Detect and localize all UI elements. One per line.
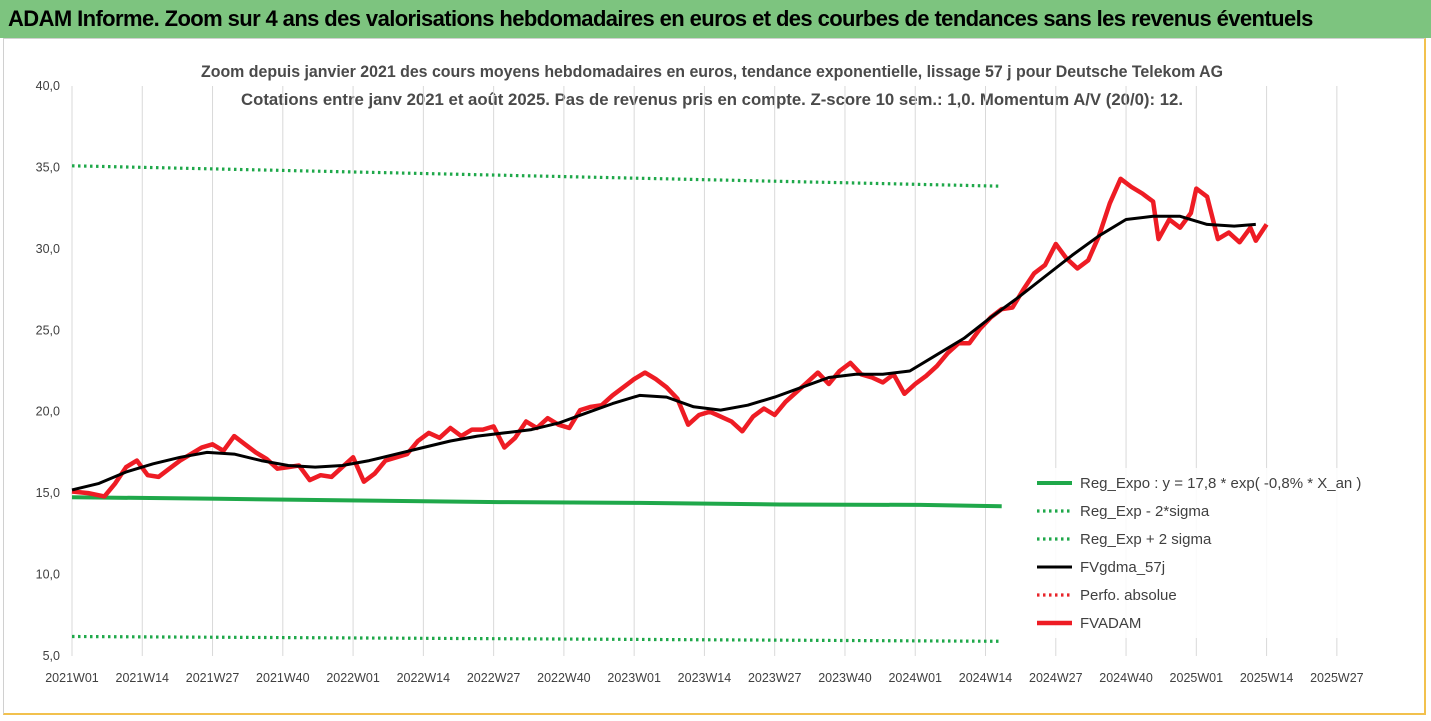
x-tick-label: 2025W14 (1240, 671, 1294, 685)
x-tick-label: 2024W40 (1099, 671, 1153, 685)
y-tick-label: 5,0 (43, 649, 60, 663)
chart-title: Zoom depuis janvier 2021 des cours moyen… (201, 62, 1223, 81)
series-line (71, 634, 1002, 643)
x-tick-label: 2024W27 (1029, 671, 1083, 685)
y-tick-label: 10,0 (36, 568, 60, 582)
y-axis-ticks: 5,0 10,0 15,0 20,0 25,0 30,0 35,0 40,0 (36, 79, 60, 663)
report-title: ADAM Informe. Zoom sur 4 ans des valoris… (8, 6, 1313, 31)
x-tick-label: 2023W14 (678, 671, 732, 685)
x-tick-label: 2024W14 (959, 671, 1013, 685)
y-tick-label: 30,0 (36, 242, 60, 256)
x-tick-label: 2021W01 (45, 671, 99, 685)
chart-legend: Reg_Expo : y = 17,8 * exp( -0,8% * X_an … (1030, 468, 1375, 638)
chart-subtitle: Cotations entre janv 2021 et août 2025. … (241, 90, 1183, 109)
x-tick-label: 2023W40 (818, 671, 872, 685)
series-line (71, 214, 1256, 492)
x-tick-label: 2022W01 (326, 671, 380, 685)
vertical-gridlines (141, 86, 1338, 656)
chart-frame (3, 38, 1426, 715)
y-tick-label: 40,0 (36, 79, 60, 93)
x-tick-label: 2024W01 (888, 671, 942, 685)
legend-label: FVgdma_57j (1080, 559, 1165, 576)
x-tick-label: 2022W27 (467, 671, 521, 685)
x-tick-label: 2023W01 (607, 671, 661, 685)
legend-label: Reg_Exp - 2*sigma (1080, 503, 1210, 520)
report-header-bar: ADAM Informe. Zoom sur 4 ans des valoris… (0, 0, 1431, 38)
y-tick-label: 25,0 (36, 323, 60, 337)
x-tick-label: 2023W27 (748, 671, 802, 685)
series-line (71, 176, 1269, 499)
x-axis-ticks: 2021W01 2021W14 2021W27 2021W40 2022W01 2022W… (45, 671, 1363, 685)
x-tick-label: 2021W14 (116, 671, 170, 685)
y-tick-label: 35,0 (36, 160, 60, 174)
y-tick-label: 15,0 (36, 486, 60, 500)
x-tick-label: 2021W27 (186, 671, 240, 685)
x-tick-label: 2022W40 (537, 671, 591, 685)
legend-label: FVADAM (1080, 615, 1141, 632)
x-tick-label: 2025W27 (1310, 671, 1364, 685)
legend-background (1030, 468, 1375, 638)
series-line (71, 164, 1002, 188)
legend-label: Perfo. absolue (1080, 587, 1177, 604)
x-tick-label: 2025W01 (1170, 671, 1224, 685)
legend-label: Reg_Expo : y = 17,8 * exp( -0,8% * X_an … (1080, 475, 1361, 492)
series-line (71, 495, 1002, 509)
legend-label: Reg_Exp + 2 sigma (1080, 531, 1212, 548)
series-lines (71, 164, 1269, 643)
x-tick-label: 2022W14 (397, 671, 451, 685)
y-tick-label: 20,0 (36, 405, 60, 419)
x-tick-label: 2021W40 (256, 671, 310, 685)
